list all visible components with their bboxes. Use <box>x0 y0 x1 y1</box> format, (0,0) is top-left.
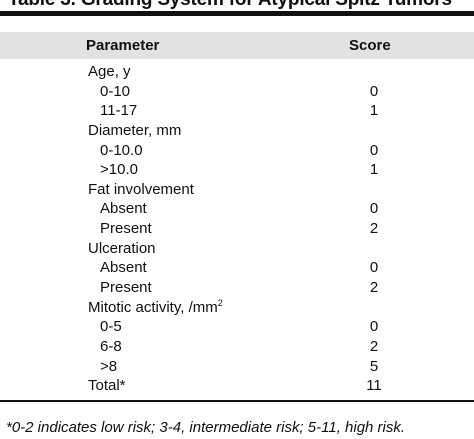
parameter-label: Mitotic activity, /mm2 <box>88 298 223 318</box>
table-title: Table 3. Grading System for Atypical Spi… <box>8 0 452 11</box>
table-row: Present 2 <box>0 219 474 239</box>
table-row: Mitotic activity, /mm2 <box>0 298 474 318</box>
table-body: Age, y 0-10 0 11-17 1 Diameter, mm 0-10.0 0 >10.… <box>0 62 474 396</box>
parameter-label: Absent <box>100 258 147 278</box>
table-row: Age, y <box>0 62 474 82</box>
score-value: 11 <box>366 377 382 395</box>
parameter-label-text: Present <box>100 279 152 297</box>
parameter-label-text: >8 <box>100 357 118 375</box>
parameter-label: Ulceration <box>88 239 156 259</box>
parameter-label-text: Mitotic activity, /mm <box>88 298 218 316</box>
parameter-label: >8 <box>100 357 117 377</box>
table-row: Absent 0 <box>0 258 474 278</box>
score-value: 2 <box>369 220 379 238</box>
table-row: Fat involvement <box>0 180 474 200</box>
footnote: *0-2 indicates low risk; 3-4, intermedia… <box>6 419 406 436</box>
unit-superscript: 2 <box>217 297 223 308</box>
score-value: 0 <box>369 141 379 159</box>
parameter-label: Total* <box>88 376 126 396</box>
score-value: 0 <box>369 259 379 277</box>
table-row: 0-5 0 <box>0 317 474 337</box>
parameter-label-text: Diameter, mm <box>88 121 182 139</box>
parameter-label: Absent <box>100 199 147 219</box>
parameter-label: Fat involvement <box>88 180 194 200</box>
parameter-label: Present <box>100 219 152 239</box>
score-value: 0 <box>369 318 379 336</box>
parameter-label: Present <box>100 278 152 298</box>
parameter-label-text: 0-5 <box>100 318 122 336</box>
parameter-label: 6-8 <box>100 337 122 357</box>
table-row: Total* 11 <box>0 376 474 396</box>
score-value: 2 <box>369 337 379 355</box>
table-row: >8 5 <box>0 357 474 377</box>
bottom-rule <box>0 400 474 402</box>
table-row: Present 2 <box>0 278 474 298</box>
parameter-label-text: 6-8 <box>100 337 122 355</box>
parameter-label: Age, y <box>88 62 131 82</box>
parameter-label: 0-10.0 <box>100 141 143 161</box>
score-value: 2 <box>369 279 379 297</box>
column-header-score: Score <box>349 37 391 54</box>
table-row: 6-8 2 <box>0 337 474 357</box>
top-rule <box>0 11 474 16</box>
table-row: >10.0 1 <box>0 160 474 180</box>
parameter-label: >10.0 <box>100 160 138 180</box>
table-row: Diameter, mm <box>0 121 474 141</box>
parameter-label-text: 0-10 <box>100 82 131 100</box>
parameter-label: 0-10 <box>100 82 130 102</box>
parameter-label-text: Ulceration <box>88 239 156 257</box>
table-row: 11-17 1 <box>0 101 474 121</box>
score-value: 1 <box>369 161 379 179</box>
parameter-label: Diameter, mm <box>88 121 181 141</box>
parameter-label-text: >10.0 <box>100 161 138 179</box>
parameter-label: 11-17 <box>100 101 137 121</box>
parameter-label-text: Present <box>100 220 152 238</box>
score-value: 0 <box>369 200 379 218</box>
parameter-label-text: 11-17 <box>100 102 138 120</box>
parameter-label-text: 0-10.0 <box>100 141 143 159</box>
table-row: 0-10 0 <box>0 82 474 102</box>
score-value: 5 <box>369 357 379 375</box>
score-value: 1 <box>369 102 379 120</box>
score-value: 0 <box>369 82 379 100</box>
header-band <box>0 32 474 59</box>
table-row: 0-10.0 0 <box>0 141 474 161</box>
parameter-label-text: Total* <box>88 377 126 395</box>
parameter-label-text: Absent <box>100 259 147 277</box>
parameter-label-text: Age, y <box>88 63 131 80</box>
parameter-label-text: Fat involvement <box>88 180 194 198</box>
parameter-label: 0-5 <box>100 317 122 337</box>
table-row: Absent 0 <box>0 199 474 219</box>
parameter-label-text: Absent <box>100 200 147 218</box>
table-row: Ulceration <box>0 239 474 259</box>
column-header-parameter: Parameter <box>86 37 160 54</box>
